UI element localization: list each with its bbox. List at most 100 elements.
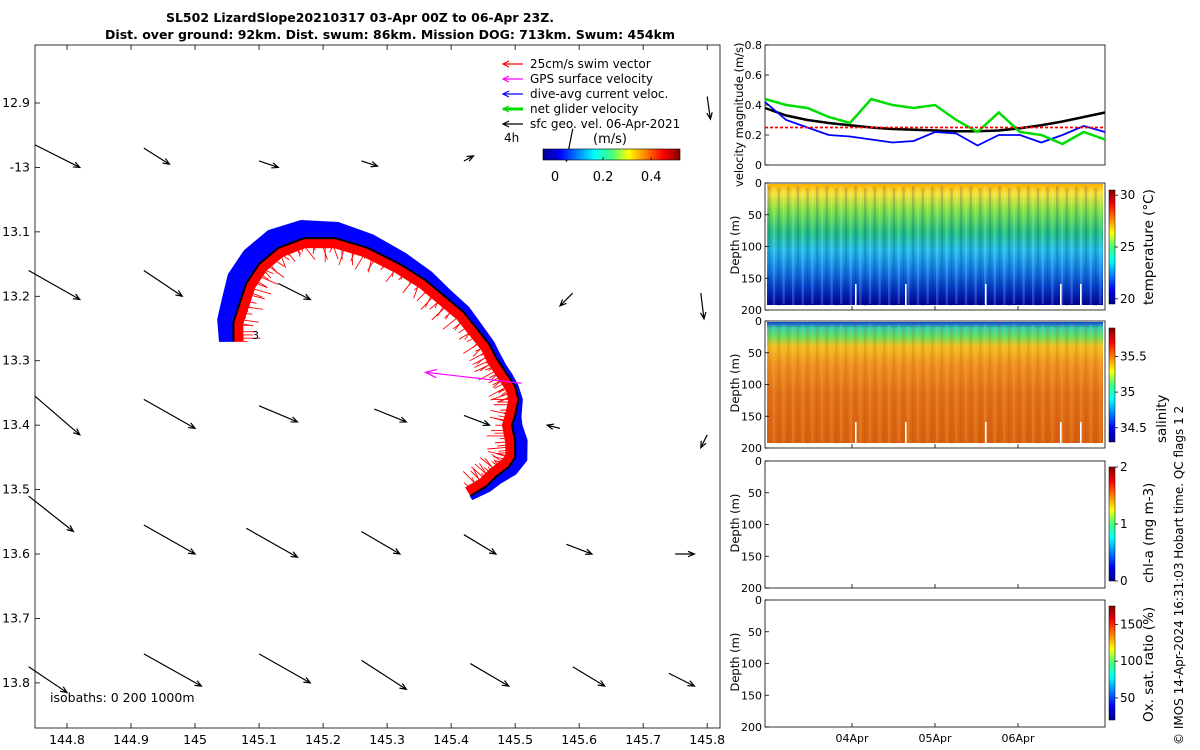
isobaths-label: isobaths: 0 200 1000m [50,690,195,705]
heatmap-cell [859,325,862,443]
heatmap-gap [1080,284,1082,306]
heatmap-gap [855,284,857,306]
heatmap-cell [1027,186,1030,304]
heatmap-cell [1051,188,1054,306]
map-y-tick-label: 13.7 [2,610,30,625]
heatmap-gap [1060,422,1062,444]
map-frame [34,44,721,729]
heatmap-cell [897,186,900,304]
heatmap-cell [921,188,924,306]
heatmap-cell [907,188,910,306]
heatmap-cell [988,187,992,305]
swim-vectors [233,238,519,497]
geo-velocity-vector [28,495,75,533]
geo-velocity-vector [258,405,299,423]
geo-velocity-vector [374,408,408,423]
heatmap-cell [1041,324,1044,442]
track-map: 3 144.8 144.9 145 145.1 145.2 145.3 145.4 145.5… [2,44,725,747]
heatmap-cell [955,324,958,442]
velocity-y-tick-label: 0 [755,159,762,172]
geo-velocity-vector [28,666,69,694]
legend-label: GPS surface velocity [530,72,653,86]
temperature-colorbar [1108,189,1116,305]
colorbar-tick-label: 100 [1120,654,1143,668]
colorbar [542,148,681,161]
heatmap-cell [1080,188,1083,306]
geo-velocity-vector [545,423,561,430]
heatmap-cell [782,186,785,304]
heatmap-cell [1070,324,1073,442]
geo-velocity-vector [706,96,713,121]
heatmap-cell [1094,326,1097,444]
map-y-tick-label: 13.8 [2,675,30,690]
heatmap-cell [1099,324,1102,442]
heatmap-cell [1003,187,1006,305]
colorbar-tick-label: 50 [1120,691,1135,705]
heatmap-cell [849,326,852,444]
depth-tick-label: 100 [741,519,762,532]
geo-velocity-vector [361,160,379,168]
legend-label: net glider velocity [530,102,638,116]
heatmap-cell [1099,186,1102,304]
heatmap-cell [984,324,987,442]
geo-velocity-vector [572,666,607,687]
velocity-panel: 0 0.2 0.4 0.6 0.8 velocity magnitude (m/s) [732,39,1106,187]
heatmap-cell [792,326,795,444]
depth-axis-label: Depth (m) [728,216,742,275]
geo-velocity-vector [463,414,491,427]
heatmap-cell [768,186,771,304]
heatmap-cell [969,186,972,304]
glider-track [232,237,520,497]
heatmap-cell [1046,187,1049,305]
heatmap-cell [926,186,929,304]
heatmap-cell [1089,325,1092,443]
heatmap-cell [820,188,824,306]
heatmap-cell [1060,187,1064,305]
heatmap-cell [902,325,905,443]
chart-title-line2: Dist. over ground: 92km. Dist. swum: 86k… [105,27,675,42]
velocity-y-tick-label: 0.6 [745,69,763,82]
heatmap-cell [931,187,934,305]
heatmap-cell [844,187,848,305]
heatmap-cell [825,186,828,304]
geo-velocity-vector [566,543,594,555]
map-x-tick-label: 145.7 [625,732,661,747]
map-y-tick-label: 13.5 [2,482,30,497]
heatmap-cell [1032,325,1035,443]
map-y-tick-label: 13.6 [2,546,30,561]
heatmap-gap [1060,284,1062,306]
heatmap-cell [1008,326,1011,444]
heatmap-cell [888,187,891,305]
heatmap-cell [936,188,939,306]
depth-tick-label: 200 [741,442,762,455]
depth-tick-label: 50 [748,209,762,222]
heatmap-gap [905,422,907,444]
heatmap-cell [840,324,843,442]
depth-tick-label: 100 [741,658,762,671]
heatmap-cell [1032,187,1035,305]
heatmap-cell [912,324,915,442]
map-x-tick-label: 145.3 [369,732,405,747]
heatmap-cell [816,325,819,443]
map-x-tick-label: 145.5 [497,732,533,747]
heatmap-cell [801,187,804,305]
legend-arrowhead [501,120,510,128]
heatmap-cell [1003,325,1006,443]
time-tick-label: 04Apr [835,732,869,745]
heatmap-gap [985,422,987,444]
heatmap-cell [825,324,828,442]
heatmap-cell [859,187,862,305]
heatmap-cell [777,188,780,306]
legend-arrowhead [501,60,510,68]
heatmap-cell [792,188,795,306]
depth-tick-label: 200 [741,582,762,595]
heatmap-cell [955,186,958,304]
heatmap-cell [806,326,809,444]
colorbar-tick-label: 25 [1120,240,1135,254]
heatmap-cell [1017,325,1020,443]
heatmap-cell [840,186,843,304]
map-x-tick-label: 145.4 [433,732,469,747]
depth-tick-label: 150 [741,272,762,285]
